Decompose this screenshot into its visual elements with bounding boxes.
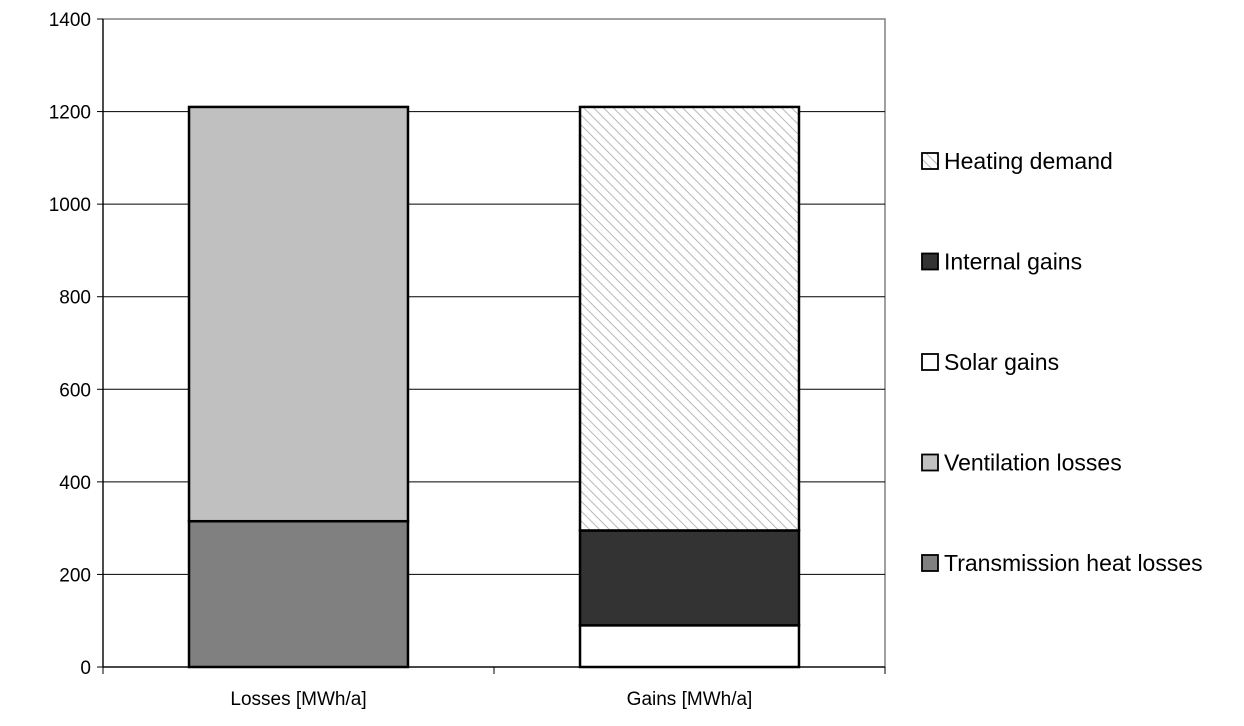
legend-swatch xyxy=(921,453,939,472)
legend-label: Solar gains xyxy=(944,349,1059,375)
legend-label: Transmission heat losses xyxy=(944,550,1203,576)
legend-swatch xyxy=(921,353,939,371)
bar-segment xyxy=(578,624,801,669)
axes: 0 200 400 600 800 1000 1200 1400 Losses [MWh/a] G… xyxy=(49,10,886,710)
legend-swatch xyxy=(921,554,939,572)
legend: Heating demand Internal gains Solar gains V… xyxy=(921,148,1203,576)
y-tick-label: 200 xyxy=(59,565,91,586)
legend-swatch xyxy=(921,152,939,170)
x-category-label: Gains [MWh/a] xyxy=(627,689,753,710)
bar-segment xyxy=(187,519,410,669)
y-tick-label: 1400 xyxy=(49,10,91,31)
legend-label: Internal gains xyxy=(944,249,1082,275)
bar-segment xyxy=(578,105,801,532)
y-tick-label: 400 xyxy=(59,473,91,494)
bar-segment xyxy=(187,105,410,523)
x-category-label: Losses [MWh/a] xyxy=(230,689,366,710)
y-tick-label: 1200 xyxy=(49,103,91,124)
bars xyxy=(187,105,801,669)
bar-segment xyxy=(578,529,801,627)
y-tick-label: 800 xyxy=(59,288,91,309)
legend-swatch xyxy=(921,252,939,271)
y-tick-label: 1000 xyxy=(49,195,91,216)
y-tick-label: 0 xyxy=(80,658,91,679)
y-tick-label: 600 xyxy=(59,380,91,401)
legend-label: Heating demand xyxy=(944,148,1113,174)
legend-label: Ventilation losses xyxy=(944,450,1122,476)
